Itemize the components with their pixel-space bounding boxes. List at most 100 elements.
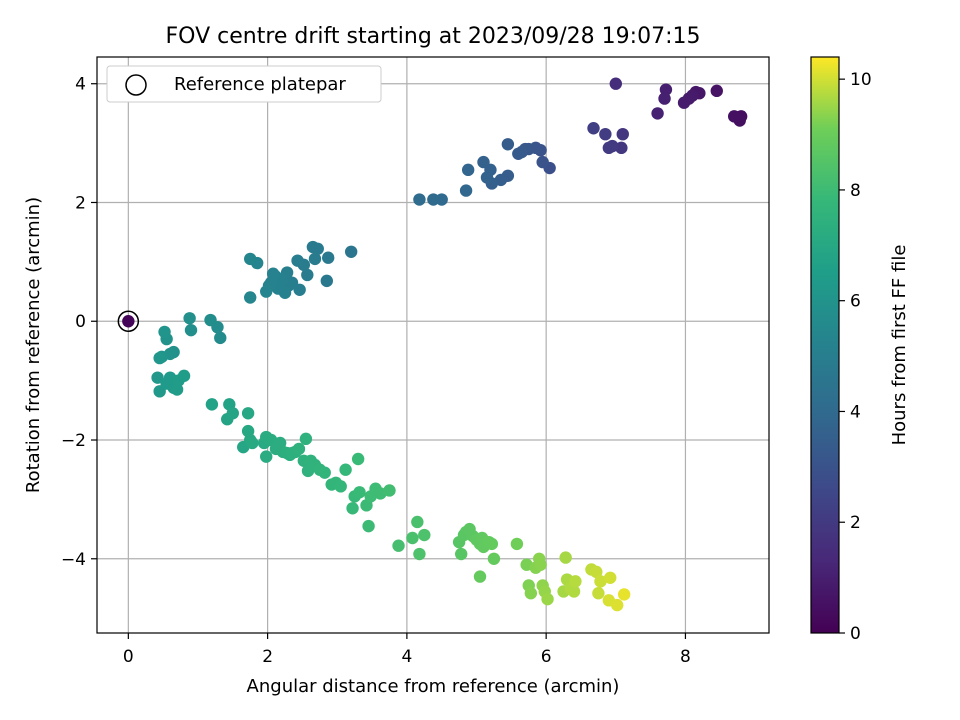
x-tick-label: 6 xyxy=(541,647,552,667)
data-point xyxy=(177,369,191,383)
data-point xyxy=(362,519,375,533)
data-point xyxy=(536,155,549,169)
data-point xyxy=(184,323,198,337)
data-point xyxy=(306,240,320,254)
data-point xyxy=(334,480,347,493)
data-point xyxy=(473,570,487,583)
data-point xyxy=(291,254,304,267)
data-point xyxy=(594,575,607,588)
data-point xyxy=(392,539,405,552)
data-point xyxy=(292,442,306,456)
legend-entry-reference-platepar: Reference platepar xyxy=(174,74,346,95)
data-point xyxy=(351,452,365,466)
data-point xyxy=(205,398,219,411)
colorbar-tick-label: 6 xyxy=(850,292,861,312)
data-point xyxy=(413,547,426,561)
data-point xyxy=(524,587,538,600)
colorbar-tick-label: 4 xyxy=(850,402,861,422)
data-point xyxy=(183,312,196,325)
colorbar: 0 2 4 6 8 10 Hours from first FF file xyxy=(810,56,910,644)
data-point xyxy=(260,450,273,463)
data-point xyxy=(339,463,352,476)
data-point xyxy=(321,251,335,264)
data-point xyxy=(677,96,691,109)
reference-platepar-marker xyxy=(117,310,140,332)
data-point xyxy=(320,274,334,288)
data-point xyxy=(559,551,572,564)
data-point xyxy=(604,571,617,584)
data-point xyxy=(226,407,239,420)
x-axis-ticks: 0 2 4 6 8 xyxy=(123,633,691,667)
data-point xyxy=(602,141,616,155)
data-point xyxy=(246,436,259,450)
data-point xyxy=(427,193,440,206)
data-point xyxy=(151,371,164,384)
data-point xyxy=(383,484,396,497)
data-point xyxy=(308,252,322,266)
x-tick-label: 4 xyxy=(401,647,412,667)
data-point xyxy=(590,565,603,579)
y-tick-label: 4 xyxy=(75,75,86,95)
plot-frame xyxy=(96,56,770,634)
data-point xyxy=(411,515,424,529)
data-point xyxy=(617,588,631,601)
data-point xyxy=(616,127,629,141)
data-point xyxy=(153,351,166,365)
y-tick-label: −2 xyxy=(61,431,86,451)
data-point xyxy=(510,537,524,551)
legend-marker xyxy=(125,74,147,96)
y-tick-label: −4 xyxy=(61,550,86,570)
grid-lines xyxy=(97,57,769,633)
colorbar-label: Hours from first FF file xyxy=(889,245,910,446)
data-point xyxy=(418,528,431,542)
y-tick-label: 0 xyxy=(75,312,86,332)
colorbar-tick-label: 0 xyxy=(850,624,861,644)
data-point xyxy=(599,127,612,141)
data-point xyxy=(461,163,475,177)
data-point xyxy=(204,313,217,327)
y-axis-label: Rotation from reference (arcmin) xyxy=(23,197,44,493)
data-point xyxy=(477,155,490,169)
data-point xyxy=(158,325,171,339)
colorbar-tick-label: 10 xyxy=(850,70,872,90)
x-tick-label: 8 xyxy=(680,647,691,667)
legend-box xyxy=(106,65,382,103)
x-tick-label: 2 xyxy=(262,647,273,667)
data-point xyxy=(534,558,547,571)
data-point xyxy=(260,285,273,298)
data-point xyxy=(501,138,515,151)
data-point xyxy=(299,432,313,446)
y-axis-ticks: −4 −2 0 2 4 xyxy=(61,75,97,570)
data-point xyxy=(480,171,494,184)
data-point xyxy=(459,184,473,197)
data-point xyxy=(455,547,468,561)
data-point xyxy=(301,268,314,282)
colorbar-gradient xyxy=(810,56,840,634)
colorbar-tick-label: 8 xyxy=(850,181,861,201)
data-point xyxy=(512,147,525,160)
data-point xyxy=(122,315,135,328)
data-point xyxy=(567,585,581,598)
x-tick-label: 0 xyxy=(123,647,134,667)
data-point xyxy=(241,407,255,420)
data-point xyxy=(413,193,426,206)
y-tick-label: 2 xyxy=(75,193,86,213)
data-point xyxy=(318,466,331,479)
data-point xyxy=(592,587,605,600)
data-point xyxy=(609,77,622,90)
chart-title: FOV centre drift starting at 2023/09/28 … xyxy=(166,24,701,49)
data-point xyxy=(353,486,366,499)
data-point xyxy=(485,537,499,551)
data-point xyxy=(244,252,257,266)
data-point xyxy=(406,531,419,545)
data-point xyxy=(244,291,257,304)
legend: Reference platepar xyxy=(106,65,382,103)
data-point xyxy=(610,598,624,612)
data-point xyxy=(587,122,600,135)
x-axis-label: Angular distance from reference (arcmin) xyxy=(247,676,620,697)
data-point xyxy=(569,575,582,588)
data-point xyxy=(541,592,554,606)
data-point xyxy=(651,107,664,120)
data-point xyxy=(487,552,501,565)
